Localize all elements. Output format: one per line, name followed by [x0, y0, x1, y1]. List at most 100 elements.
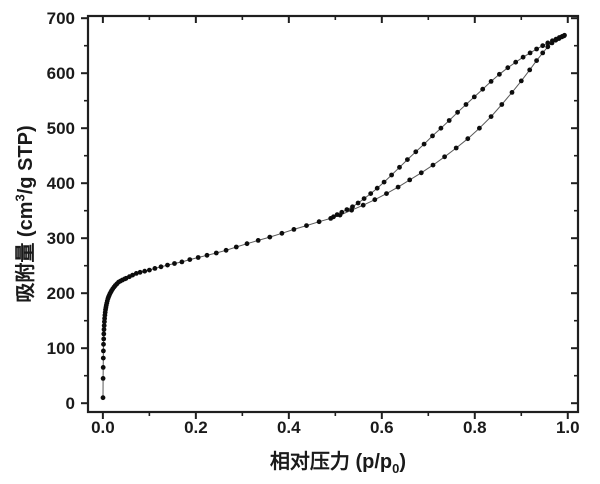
data-point-adsorption-branch [223, 247, 229, 253]
data-point-adsorption-branch [158, 264, 164, 270]
data-point-desorption-branch [389, 172, 394, 178]
y-axis-title-text-tail: /g STP) [15, 125, 37, 195]
data-point-adsorption-branch [395, 184, 401, 190]
y-axis-title-superscript: 3 [12, 194, 28, 202]
data-point-desorption-branch [505, 65, 511, 71]
data-point-desorption-branch [413, 149, 419, 155]
data-point-adsorption-branch [518, 78, 524, 84]
data-point-adsorption-branch [130, 272, 136, 278]
data-point-adsorption-branch [442, 154, 447, 160]
data-point-desorption-branch [527, 50, 533, 56]
data-point-adsorption-branch [430, 162, 436, 168]
data-point-desorption-branch [438, 125, 444, 131]
data-point-desorption-branch [374, 185, 380, 191]
data-point-desorption-branch [339, 209, 345, 215]
x-tick-label: 0.8 [463, 418, 487, 437]
data-point-desorption-branch [344, 207, 350, 213]
data-point-desorption-branch [513, 59, 519, 65]
data-point-adsorption-branch [101, 348, 106, 354]
x-axis-title-subscript: 0 [392, 461, 400, 476]
data-point-adsorption-branch [179, 259, 185, 265]
data-point-adsorption-branch [255, 238, 261, 243]
data-point-adsorption-branch [316, 219, 322, 225]
data-point-desorption-branch [534, 46, 539, 52]
data-point-adsorption-branch [488, 114, 494, 119]
y-tick-label: 200 [47, 284, 75, 303]
x-tick-label: 0.4 [277, 418, 301, 437]
data-point-adsorption-branch [137, 269, 143, 275]
y-axis-title: 吸附量 (cm3/g STP) [12, 125, 37, 303]
data-point-desorption-branch [540, 43, 546, 49]
data-point-adsorption-branch [540, 50, 546, 56]
data-point-desorption-branch [361, 196, 367, 202]
data-point-desorption-branch [368, 191, 374, 197]
data-point-adsorption-branch [477, 125, 482, 131]
y-tick-label: 100 [47, 339, 75, 358]
data-point-adsorption-branch [509, 90, 515, 95]
data-point-adsorption-branch [204, 252, 210, 258]
y-tick-label: 700 [47, 9, 75, 28]
data-point-adsorption-branch [152, 266, 158, 271]
y-tick-label: 0 [66, 394, 75, 413]
data-point-adsorption-branch [372, 197, 378, 203]
data-point-desorption-branch [520, 54, 526, 60]
data-point-adsorption-branch [279, 230, 285, 236]
data-point-desorption-branch [497, 71, 502, 77]
data-point-adsorption-branch [142, 268, 148, 274]
data-point-adsorption-branch [147, 267, 152, 273]
x-tick-label: 0.2 [184, 418, 208, 437]
data-point-adsorption-branch [101, 327, 107, 332]
y-axis-title-text: 吸附量 (cm [15, 201, 37, 303]
data-point-adsorption-branch [418, 170, 424, 176]
data-point-desorption-branch [553, 36, 559, 42]
data-point-adsorption-branch [407, 177, 413, 183]
data-point-adsorption-branch [291, 227, 297, 232]
data-point-adsorption-branch [187, 257, 193, 262]
data-point-adsorption-branch [101, 336, 107, 342]
data-point-adsorption-branch [100, 355, 106, 361]
data-point-desorption-branch [455, 109, 460, 115]
data-point-adsorption-branch [100, 365, 106, 370]
data-point-adsorption-branch [101, 341, 106, 347]
data-point-adsorption-branch [465, 136, 471, 142]
data-point-desorption-branch [545, 40, 551, 46]
data-point-adsorption-branch [453, 145, 459, 151]
x-tick-label: 1.0 [556, 418, 580, 437]
data-point-adsorption-branch [101, 323, 107, 328]
data-point-adsorption-branch [165, 262, 170, 268]
data-point-desorption-branch [397, 164, 402, 170]
data-point-adsorption-branch [267, 234, 273, 240]
data-point-desorption-branch [421, 141, 427, 147]
y-tick-label: 500 [47, 119, 75, 138]
x-axis-title-text: 相对压力 (p/p [269, 451, 393, 473]
x-tick-label: 0.0 [91, 418, 115, 437]
series-line-desorption-branch [333, 34, 565, 218]
data-point-desorption-branch [350, 204, 355, 210]
data-point-desorption-branch [355, 200, 361, 206]
data-point-adsorption-branch [534, 58, 539, 63]
data-point-desorption-branch [446, 118, 452, 123]
data-point-desorption-branch [405, 157, 410, 163]
data-point-adsorption-branch [545, 44, 551, 50]
data-point-adsorption-branch [527, 67, 533, 73]
data-point-desorption-branch [334, 212, 340, 218]
data-point-adsorption-branch [244, 241, 250, 247]
data-point-adsorption-branch [304, 223, 309, 229]
data-point-adsorption-branch [499, 102, 505, 107]
data-point-adsorption-branch [100, 376, 106, 381]
data-point-desorption-branch [550, 38, 555, 44]
plot-frame [86, 14, 580, 414]
data-point-adsorption-branch [384, 191, 389, 197]
x-axis-title-text-tail: ) [399, 451, 407, 473]
data-point-desorption-branch [488, 79, 494, 84]
data-point-adsorption-branch [172, 261, 177, 266]
y-tick-label: 400 [47, 174, 75, 193]
data-point-adsorption-branch [133, 271, 139, 276]
data-point-adsorption-branch [213, 250, 219, 256]
data-point-desorption-branch [463, 102, 469, 107]
y-tick-label: 600 [47, 64, 75, 83]
data-point-desorption-branch [331, 214, 336, 220]
data-point-desorption-branch [381, 179, 387, 185]
